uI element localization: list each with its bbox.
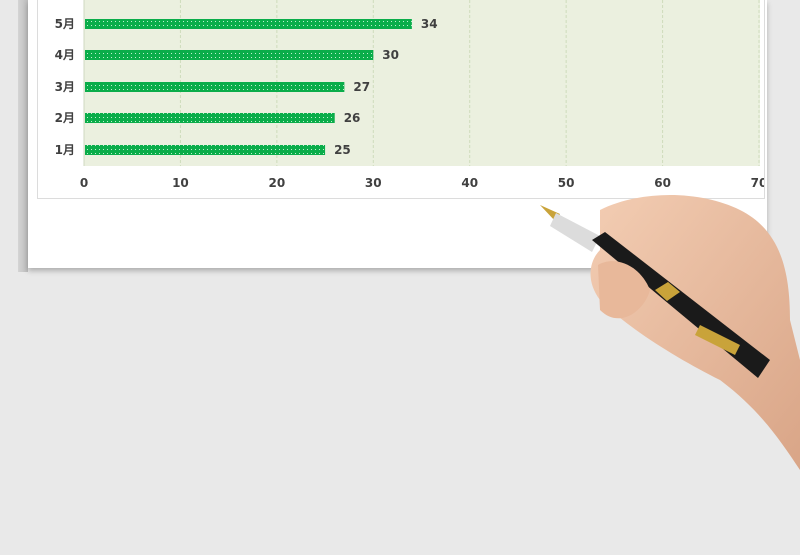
data-label: 25 [334,143,351,157]
bar-chart: 1月 25 2月 26 3月 27 4月 30 5月 34 0 10 20 30 40 50 60 70 [55,0,764,190]
bar-3月 [85,82,345,92]
category-label: 4月 [55,48,75,62]
bar-4月 [85,50,374,60]
category-label: 3月 [55,80,75,94]
category-label: 5月 [55,17,75,31]
bar-5月 [85,19,412,29]
bar-2月 [85,113,335,123]
x-tick-label: 30 [365,176,382,190]
x-tick-label: 0 [80,176,88,190]
x-tick-label: 70 [751,176,764,190]
category-label: 2月 [55,111,75,125]
x-tick-label: 10 [172,176,189,190]
hand [590,195,800,470]
data-label: 34 [421,17,438,31]
pen-grip [550,213,600,252]
data-label: 30 [382,48,399,62]
x-tick-label: 20 [269,176,286,190]
sheet-edge [18,0,28,272]
thumb [598,261,650,319]
bar-1月 [85,145,326,155]
chart-area: 1月 25 2月 26 3月 27 4月 30 5月 34 0 10 20 30 40 50 60 70 [37,0,765,199]
x-tick-label: 50 [558,176,575,190]
x-tick-label: 40 [461,176,478,190]
data-label: 26 [344,111,361,125]
x-tick-label: 60 [654,176,671,190]
category-label: 1月 [55,143,75,157]
data-label: 27 [353,80,370,94]
